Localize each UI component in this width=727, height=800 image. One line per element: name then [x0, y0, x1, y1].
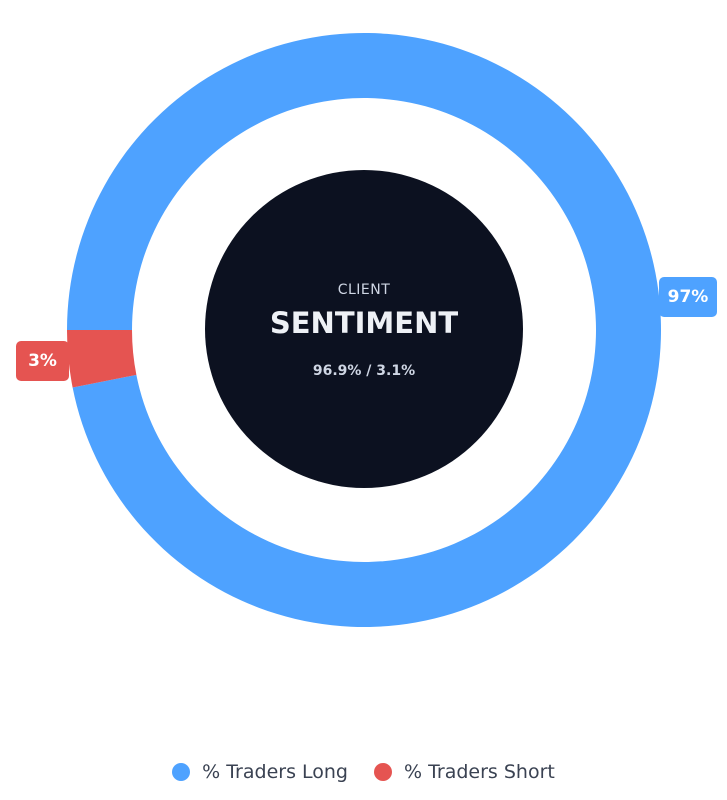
slice-traders-short[interactable]	[67, 330, 137, 388]
center-kicker-text: CLIENT	[337, 282, 391, 298]
legend-swatch-short	[373, 763, 392, 781]
data-label-short: 3%	[16, 341, 69, 381]
data-label-long: 97%	[659, 277, 717, 317]
donut-slices	[67, 32, 661, 627]
center-title-text: SENTIMENT	[269, 306, 459, 340]
center-sentiment-disc: CLIENT SENTIMENT 96.9% / 3.1%	[205, 170, 523, 488]
legend-label-short: % Traders Short	[403, 761, 555, 783]
legend-label-long: % Traders Long	[202, 761, 348, 783]
chart-legend: % Traders Long % Traders Short	[0, 759, 727, 785]
legend-item-short[interactable]: % Traders Short	[373, 761, 555, 783]
center-ratio-text: 96.9% / 3.1%	[312, 363, 416, 379]
legend-swatch-long	[172, 763, 191, 781]
legend-item-long[interactable]: % Traders Long	[172, 761, 348, 783]
